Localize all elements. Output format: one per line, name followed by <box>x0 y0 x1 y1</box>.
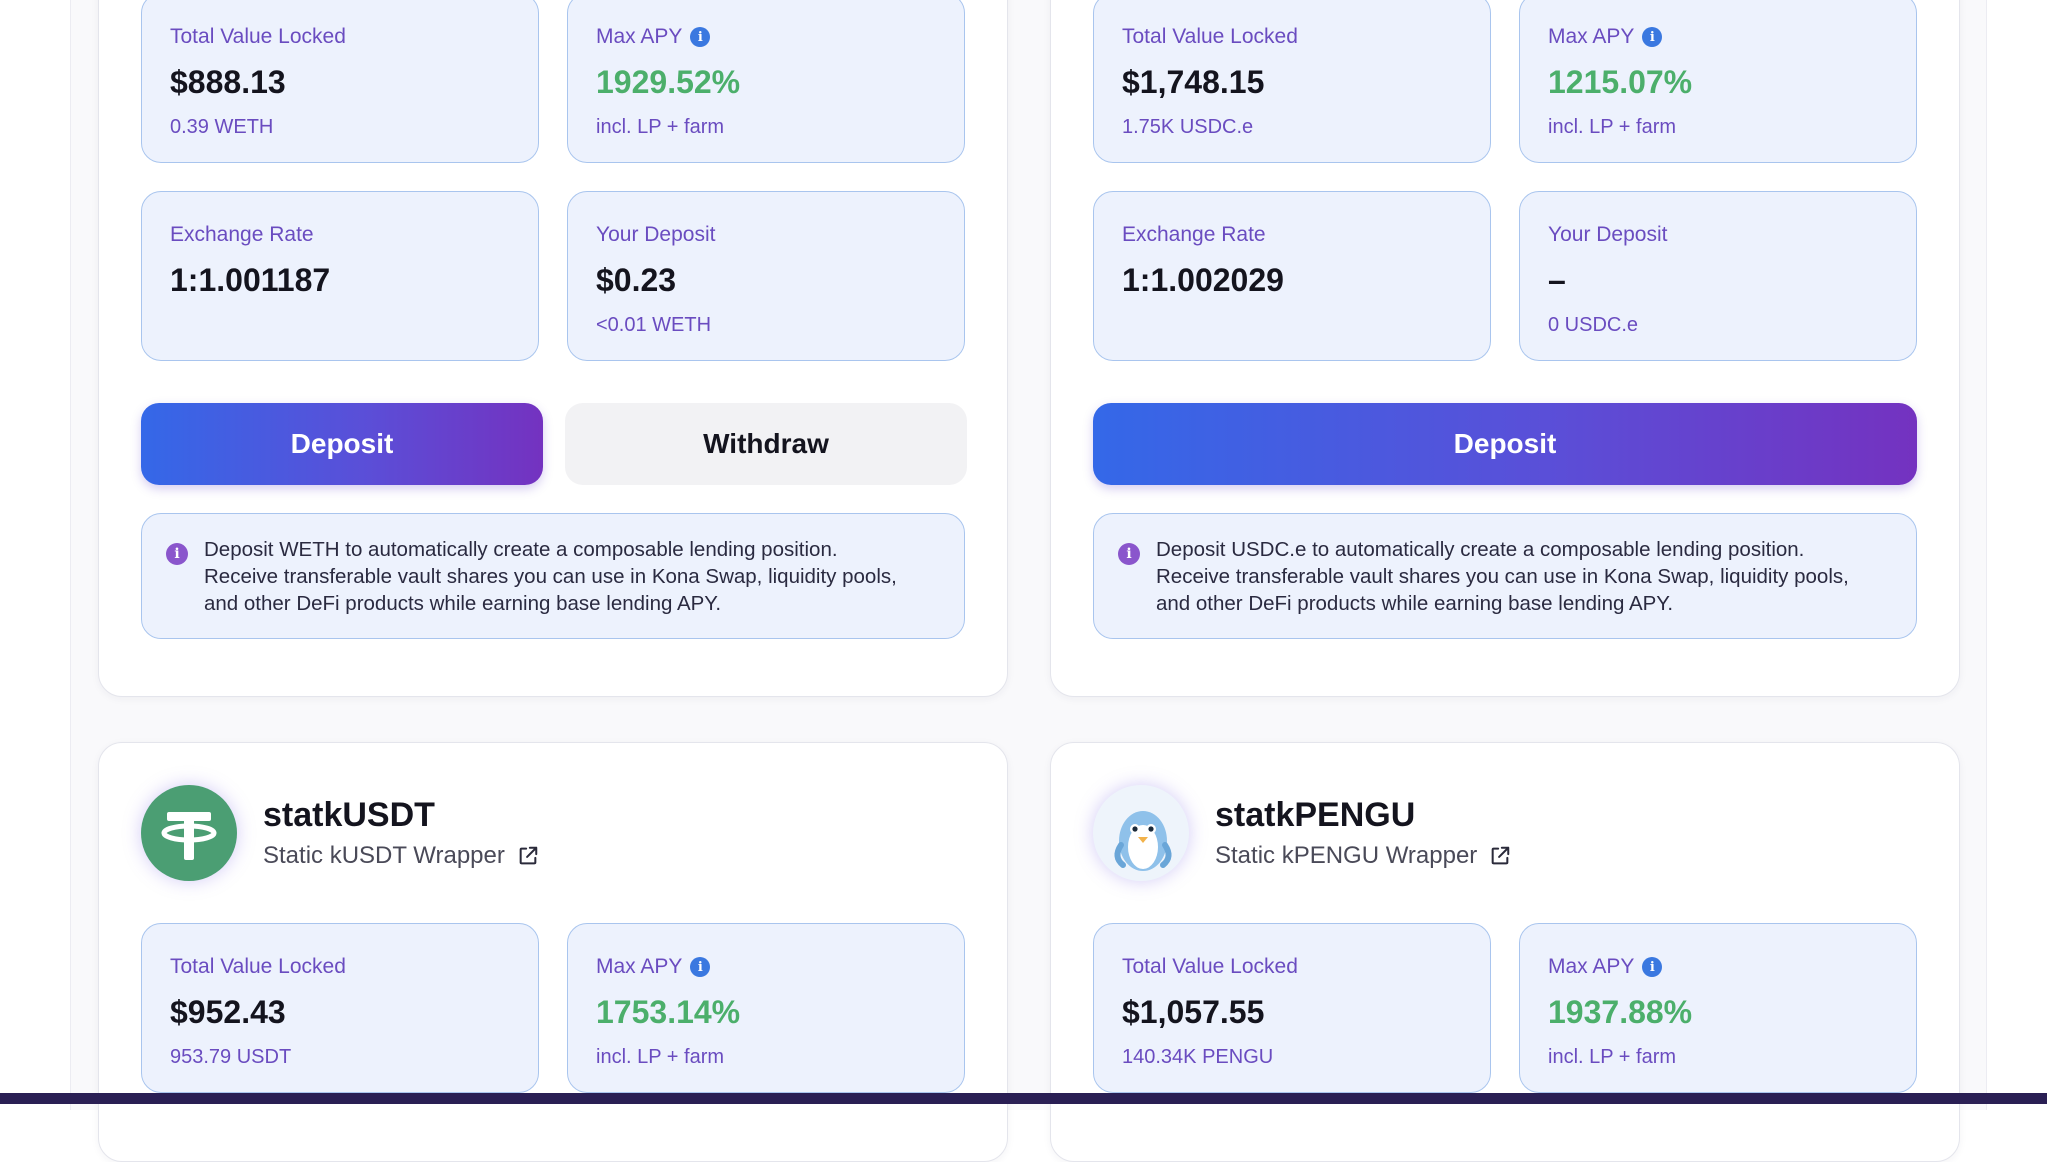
note-line: Deposit WETH to automatically create a c… <box>204 538 838 561</box>
tvl-label: Total Value Locked <box>170 25 346 48</box>
tvl-value: $1,748.15 <box>1122 64 1265 100</box>
vault-card-statkusdt: statkUSDT Static kUSDT Wrapper Total Val… <box>98 742 1008 1162</box>
apy-box: Max APY i 1937.88% incl. LP + farm <box>1519 923 1917 1093</box>
apy-value: 1215.07% <box>1548 64 1693 100</box>
apy-value: 1753.14% <box>596 994 741 1030</box>
your-deposit-value: $0.23 <box>596 262 677 298</box>
info-icon: i <box>1118 543 1140 565</box>
tvl-label: Total Value Locked <box>1122 955 1298 978</box>
apy-label: Max APY <box>1548 25 1635 48</box>
apy-label: Max APY <box>1548 955 1635 978</box>
withdraw-button[interactable]: Withdraw <box>565 403 967 485</box>
info-icon: i <box>166 543 188 565</box>
vault-list-panel: Total Value Locked $888.13 0.39 WETH Max… <box>70 0 1987 1162</box>
tvl-box: Total Value Locked $1,748.15 1.75K USDC.… <box>1093 0 1491 163</box>
exchange-rate-value: 1:1.001187 <box>170 262 331 298</box>
your-deposit-box: Your Deposit – 0 USDC.e <box>1519 191 1917 361</box>
vault-card-weth: Total Value Locked $888.13 0.39 WETH Max… <box>98 0 1008 697</box>
tvl-sub: 140.34K PENGU <box>1122 1046 1274 1068</box>
apy-label: Max APY <box>596 25 683 48</box>
note-line: Receive transferable vault shares you ca… <box>204 565 897 588</box>
apy-value: 1937.88% <box>1548 994 1693 1030</box>
apy-box: Max APY i 1929.52% incl. LP + farm <box>567 0 965 163</box>
tether-logo-icon <box>141 785 237 881</box>
your-deposit-sub: 0 USDC.e <box>1548 314 1639 336</box>
deposit-button[interactable]: Deposit <box>141 403 543 485</box>
pengu-logo-icon <box>1093 785 1189 881</box>
tvl-value: $888.13 <box>170 64 286 100</box>
apy-sub: incl. LP + farm <box>596 116 725 138</box>
tvl-box: Total Value Locked $952.43 953.79 USDT <box>141 923 539 1093</box>
apy-label: Max APY <box>596 955 683 978</box>
vault-header: statkPENGU Static kPENGU Wrapper <box>1093 785 1511 881</box>
your-deposit-box: Your Deposit $0.23 <0.01 WETH <box>567 191 965 361</box>
tvl-sub: 953.79 USDT <box>170 1046 292 1068</box>
deposit-button[interactable]: Deposit <box>1093 403 1917 485</box>
window-bottom-edge <box>0 1093 2047 1104</box>
note-line: Receive transferable vault shares you ca… <box>1156 565 1849 588</box>
apy-box: Max APY i 1215.07% incl. LP + farm <box>1519 0 1917 163</box>
info-icon[interactable]: i <box>1642 957 1663 977</box>
your-deposit-label: Your Deposit <box>1548 223 1668 246</box>
external-link-icon[interactable] <box>1489 845 1511 867</box>
apy-sub: incl. LP + farm <box>596 1046 725 1068</box>
vault-name: statkPENGU <box>1215 796 1416 834</box>
tvl-sub: 0.39 WETH <box>170 116 274 138</box>
info-icon[interactable]: i <box>1642 27 1663 47</box>
info-icon[interactable]: i <box>690 957 711 977</box>
tvl-value: $952.43 <box>170 994 286 1030</box>
apy-sub: incl. LP + farm <box>1548 116 1677 138</box>
info-icon[interactable]: i <box>690 27 711 47</box>
your-deposit-label: Your Deposit <box>596 223 716 246</box>
your-deposit-value: – <box>1548 262 1566 298</box>
vault-subtitle: Static kUSDT Wrapper <box>263 842 505 869</box>
your-deposit-sub: <0.01 WETH <box>596 314 712 336</box>
note-line: and other DeFi products while earning ba… <box>204 592 722 615</box>
vault-header: statkUSDT Static kUSDT Wrapper <box>141 785 539 881</box>
note-line: Deposit USDC.e to automatically create a… <box>1156 538 1805 561</box>
apy-value: 1929.52% <box>596 64 741 100</box>
tvl-value: $1,057.55 <box>1122 994 1265 1030</box>
apy-box: Max APY i 1753.14% incl. LP + farm <box>567 923 965 1093</box>
exchange-rate-label: Exchange Rate <box>1122 223 1266 246</box>
tvl-label: Total Value Locked <box>1122 25 1298 48</box>
note-line: and other DeFi products while earning ba… <box>1156 592 1674 615</box>
apy-sub: incl. LP + farm <box>1548 1046 1677 1068</box>
deposit-info-note: i Deposit WETH to automatically create a… <box>141 513 965 639</box>
tvl-box: Total Value Locked $888.13 0.39 WETH <box>141 0 539 163</box>
exchange-rate-box: Exchange Rate 1:1.001187 <box>141 191 539 361</box>
deposit-info-note: i Deposit USDC.e to automatically create… <box>1093 513 1917 639</box>
tvl-box: Total Value Locked $1,057.55 140.34K PEN… <box>1093 923 1491 1093</box>
exchange-rate-value: 1:1.002029 <box>1122 262 1284 298</box>
vault-card-usdce: Total Value Locked $1,748.15 1.75K USDC.… <box>1050 0 1960 697</box>
vault-name: statkUSDT <box>263 796 435 834</box>
exchange-rate-box: Exchange Rate 1:1.002029 <box>1093 191 1491 361</box>
external-link-icon[interactable] <box>517 845 539 867</box>
vault-card-statkpengu: statkPENGU Static kPENGU Wrapper Total V… <box>1050 742 1960 1162</box>
vault-subtitle: Static kPENGU Wrapper <box>1215 842 1478 869</box>
tvl-sub: 1.75K USDC.e <box>1122 116 1254 138</box>
exchange-rate-label: Exchange Rate <box>170 223 314 246</box>
tvl-label: Total Value Locked <box>170 955 346 978</box>
